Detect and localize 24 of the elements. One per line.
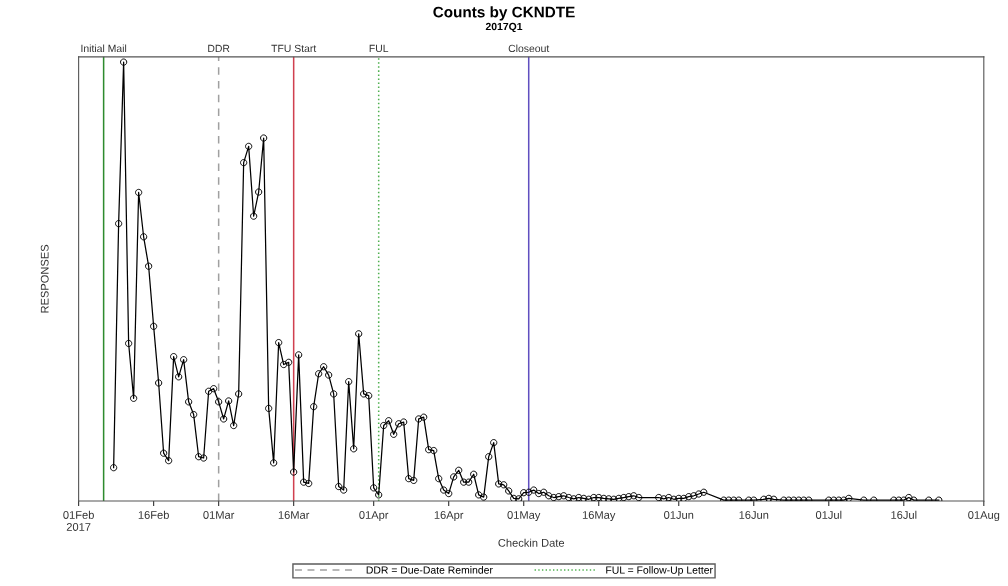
ref-line-label: TFU Start (271, 44, 317, 53)
ref-line-label: FUL (369, 44, 389, 53)
x-tick-label: 01Feb 2017 (63, 510, 94, 531)
text: FUL = Follow-Up Letter (606, 566, 713, 576)
x-tick-label: 16Mar (278, 511, 310, 519)
x-tick-label: 16May (582, 511, 616, 522)
ref-line-label: DDR (208, 44, 230, 53)
x-tick-label: 01Jul (815, 510, 842, 519)
text: DDR = Due-Date Reminder (366, 566, 493, 574)
x-tick-label: 16Jul (891, 510, 917, 519)
y-axis-title: RESPONSES (40, 244, 49, 313)
x-tick-label: 16Apr (434, 511, 464, 522)
chart-subtitle: 2017Q1 (485, 22, 523, 33)
ref-line-label: Closeout (508, 44, 550, 53)
ref-line-label: Initial Mail (81, 44, 127, 53)
x-tick-label: 01Apr (359, 511, 389, 522)
x-tick-label: 01Jun (664, 511, 694, 519)
x-axis-title: Checkin Date (498, 538, 565, 547)
x-tick-label: 16Jun (739, 511, 769, 519)
x-tick-label: 16Feb (138, 510, 169, 519)
x-tick-label: 01Mar (203, 511, 235, 519)
x-tick-label: 01Aug (968, 511, 1000, 522)
chart-title: Counts by CKNDTE (433, 6, 575, 21)
x-tick-label: 01May (507, 511, 541, 522)
